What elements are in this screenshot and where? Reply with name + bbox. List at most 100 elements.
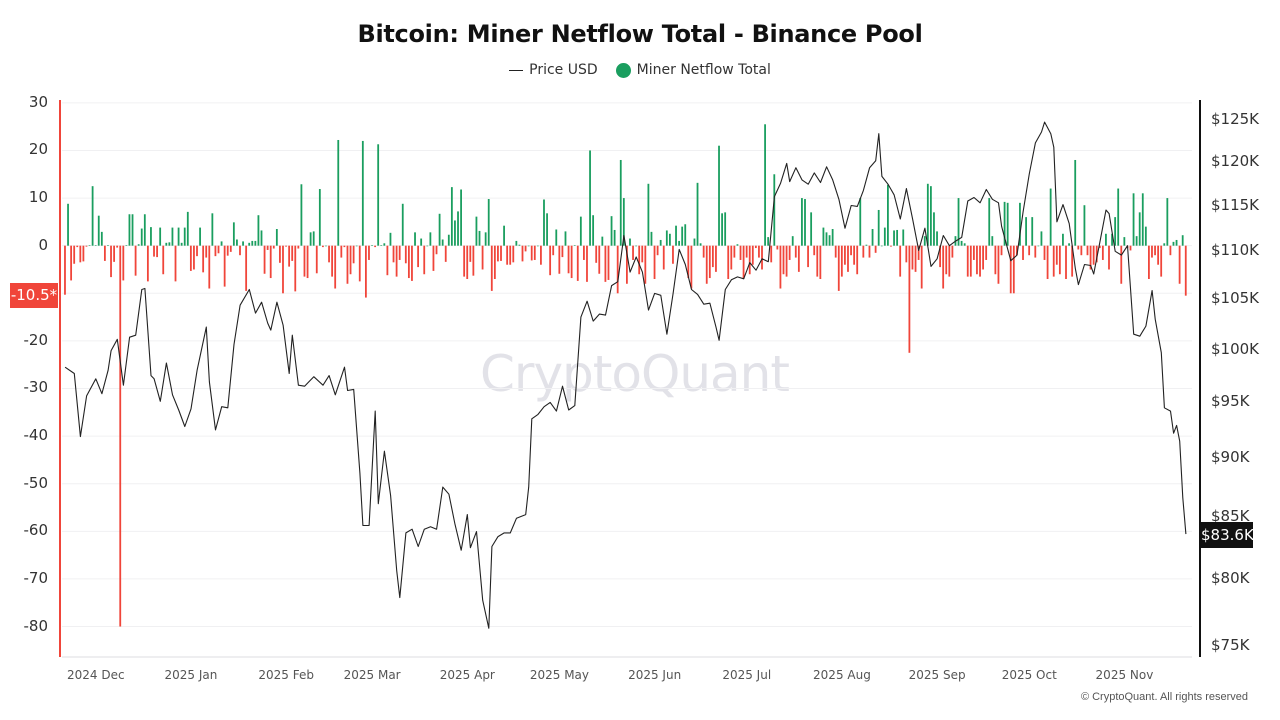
netflow-bar-negative <box>303 245 306 277</box>
netflow-bar-negative <box>1077 245 1080 250</box>
netflow-bar-negative <box>1015 245 1018 256</box>
netflow-bar-positive <box>143 214 146 246</box>
netflow-bar-negative <box>322 245 324 248</box>
netflow-bar-positive <box>592 215 595 246</box>
netflow-bar-positive <box>665 230 668 246</box>
netflow-bar-positive <box>503 225 505 246</box>
netflow-bar-positive <box>865 244 868 246</box>
netflow-bar-negative <box>742 245 745 280</box>
netflow-bar-positive <box>896 229 899 246</box>
netflow-bar-positive <box>441 239 444 246</box>
netflow-bar-negative <box>727 245 730 280</box>
netflow-bar-positive <box>957 198 960 246</box>
netflow-bar-positive <box>137 244 140 246</box>
netflow-bar-positive <box>460 189 462 246</box>
netflow-bar-negative <box>509 245 512 265</box>
netflow-bar-positive <box>767 237 770 246</box>
left-axis-tick-label: -20 <box>23 330 49 349</box>
netflow-bar-positive <box>1163 243 1166 246</box>
legend-label-price: Price USD <box>529 62 598 78</box>
netflow-bar-negative <box>469 245 472 262</box>
netflow-bar-negative <box>1160 245 1163 277</box>
x-axis-tick-label: 2024 Dec <box>66 668 125 682</box>
netflow-bar-positive <box>420 238 423 246</box>
netflow-bar-negative <box>758 245 760 258</box>
netflow-bar-positive <box>527 245 530 247</box>
netflow-bar-negative <box>70 245 73 281</box>
price-line <box>64 121 1187 629</box>
netflow-bar-positive <box>933 212 935 246</box>
netflow-bar-negative <box>156 245 158 258</box>
netflow-bar-positive <box>828 235 831 246</box>
netflow-bar-positive <box>699 243 702 246</box>
netflow-bar-positive <box>1068 243 1070 246</box>
netflow-bar-negative <box>346 245 349 284</box>
netflow-bar-negative <box>1148 245 1150 280</box>
netflow-bar-negative <box>583 245 585 260</box>
netflow-bar-negative <box>920 245 923 289</box>
netflow-bar-negative <box>945 245 948 275</box>
netflow-bar-negative <box>334 245 337 289</box>
netflow-bar-negative <box>567 245 570 274</box>
netflow-bar-positive <box>518 244 521 246</box>
netflow-bar-negative <box>813 245 816 256</box>
right-axis-tick-label: $125K <box>1211 109 1260 128</box>
netflow-bar-negative <box>754 245 757 249</box>
netflow-bar-positive <box>150 227 152 246</box>
netflow-bar-negative <box>174 245 177 282</box>
netflow-bar-negative <box>279 245 281 263</box>
netflow-bar-negative <box>315 245 318 274</box>
netflow-bar-negative <box>331 245 334 277</box>
netflow-bar-negative <box>1009 245 1012 294</box>
netflow-bar-negative <box>911 245 914 270</box>
netflow-bar-positive <box>696 182 699 246</box>
netflow-bar-negative <box>239 245 241 256</box>
netflow-bar-positive <box>450 187 453 246</box>
netflow-bar-positive <box>168 242 171 246</box>
netflow-bar-negative <box>266 245 269 250</box>
netflow-bar-negative <box>776 245 779 250</box>
netflow-bar-positive <box>1111 233 1113 246</box>
netflow-bar-positive <box>183 227 186 246</box>
netflow-bar-positive <box>880 245 883 247</box>
line-swatch-icon <box>509 69 524 71</box>
netflow-bar-positive <box>871 229 874 246</box>
netflow-bar-positive <box>887 184 889 246</box>
netflow-bar-positive <box>389 232 392 246</box>
netflow-bar-negative <box>595 245 598 263</box>
netflow-bar-negative <box>840 245 843 277</box>
netflow-bar-negative <box>558 245 561 274</box>
netflow-bar-negative <box>76 245 79 248</box>
netflow-bar-positive <box>718 145 720 246</box>
netflow-bar-positive <box>877 209 880 246</box>
netflow-bar-positive <box>619 159 622 246</box>
right-axis-last-price-marker: $83.6K <box>1201 522 1254 548</box>
legend-item-price[interactable]: Price USD <box>509 62 598 78</box>
netflow-bar-negative <box>444 245 447 262</box>
netflow-bar-negative <box>1151 245 1153 258</box>
dot-swatch-icon <box>615 62 631 78</box>
netflow-bar-negative <box>976 245 978 275</box>
netflow-bar-negative <box>782 245 785 275</box>
netflow-bar-positive <box>337 139 340 246</box>
netflow-bar-negative <box>1108 245 1110 270</box>
right-axis-tick-label: $90K <box>1211 448 1250 467</box>
netflow-bar-negative <box>1154 245 1156 256</box>
netflow-bar-positive <box>248 242 251 246</box>
netflow-bar-positive <box>1144 226 1147 246</box>
netflow-bar-negative <box>761 245 763 270</box>
netflow-bar-negative <box>905 245 908 263</box>
netflow-bar-positive <box>414 232 416 246</box>
netflow-bar-negative <box>110 245 112 278</box>
netflow-bar-negative <box>358 245 361 282</box>
netflow-bar-negative <box>997 245 1000 284</box>
right-axis-tick-label: $100K <box>1211 339 1260 358</box>
netflow-bar-negative <box>874 245 877 253</box>
netflow-bar-negative <box>153 245 155 257</box>
netflow-bar-positive <box>1141 193 1144 246</box>
legend-item-netflow[interactable]: Miner Netflow Total <box>615 62 771 78</box>
netflow-bar-positive <box>883 227 886 246</box>
right-axis-tick-label: $120K <box>1211 151 1260 170</box>
netflow-bar-negative <box>512 245 515 263</box>
netflow-bar-positive <box>100 231 103 246</box>
